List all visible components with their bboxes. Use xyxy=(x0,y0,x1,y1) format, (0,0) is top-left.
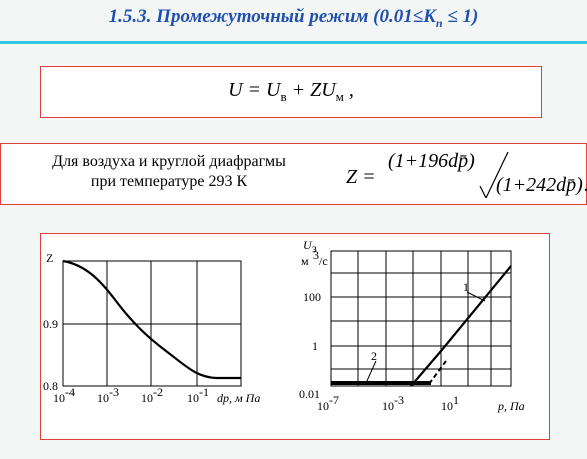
x-tick-exp: -1 xyxy=(199,385,209,399)
curve-label: 2 xyxy=(371,349,377,363)
formula-z-lhs: Z = xyxy=(346,166,376,188)
x-tick-exp: -4 xyxy=(65,385,75,399)
formula-u-sub: в xyxy=(280,89,287,104)
x-tick-exp: -7 xyxy=(329,393,339,407)
x-tick-base: 10 xyxy=(97,391,109,405)
x-tick-base: 10 xyxy=(141,391,153,405)
y-axis-label: U xyxy=(303,238,313,252)
x-tick-base: 10 xyxy=(53,391,65,405)
formula-u-mid: + ZU xyxy=(286,79,336,101)
formula-u-end: , xyxy=(343,79,354,101)
y-axis-label-sub: з xyxy=(312,241,317,255)
x-tick-exp: 1 xyxy=(453,393,459,407)
y-unit-tail: /с xyxy=(319,254,328,268)
title-text: 1.5.3. Промежуточный режим (0.01≤ xyxy=(108,6,424,27)
formula-u-box: U = Uв + ZUм , xyxy=(40,66,542,118)
formula-z-den: (1+242dp̄) xyxy=(496,174,583,196)
x-tick-base: 10 xyxy=(441,399,453,413)
curve-label: 1 xyxy=(463,280,469,294)
y-unit-exp: 3 xyxy=(313,248,319,262)
y-tick-label: 1 xyxy=(312,339,318,353)
x-tick-exp: -2 xyxy=(153,385,163,399)
title-k-sub: п xyxy=(435,15,443,30)
x-tick-base: 10 xyxy=(187,391,199,405)
x-tick-base: 10 xyxy=(317,399,329,413)
x-axis-label: p, Па xyxy=(497,399,525,413)
title-tail: ≤ 1) xyxy=(442,6,479,27)
formula-z-end: . xyxy=(584,174,587,197)
y-unit: м xyxy=(301,254,309,268)
x-tick-exp: -3 xyxy=(394,393,404,407)
y-tick-label: 0.8 xyxy=(43,379,58,393)
fraction-slash xyxy=(479,151,509,199)
formula-u-sub: м xyxy=(335,89,344,104)
y-tick-label: 0.01 xyxy=(299,387,320,401)
y-tick-label: 0.9 xyxy=(43,317,58,331)
formula-z-num: (1+196dp̄) xyxy=(388,150,475,172)
formula-z-box: Для воздуха и круглой диафрагмы при темп… xyxy=(0,143,587,205)
title: 1.5.3. Промежуточный режим (0.01≤Kп ≤ 1) xyxy=(0,6,587,31)
x-axis-label: dp, м Па xyxy=(217,391,260,405)
conditions: Для воздуха и круглой диафрагмы при темп… xyxy=(29,152,309,192)
condition-line: при температуре 293 К xyxy=(90,173,248,190)
plot-left xyxy=(62,259,242,387)
plot-right xyxy=(330,250,512,387)
x-tick-base: 10 xyxy=(382,399,394,413)
condition-line: Для воздуха и круглой диафрагмы xyxy=(52,153,286,170)
x-tick-exp: -3 xyxy=(109,385,119,399)
formula-z: Z = (1+196dp̄) (1+242dp̄) . xyxy=(346,148,587,202)
formula-u: U = Uв + ZUм , xyxy=(41,79,541,105)
formula-u-lhs: U = U xyxy=(228,79,281,101)
title-k: K xyxy=(423,6,436,27)
y-tick-label: 100 xyxy=(303,290,321,304)
y-axis-label: Z xyxy=(46,251,53,265)
title-rule xyxy=(0,41,587,44)
plots: Z0.90.810 -4 10 -3 10 -2 10 -1 dp, м ПаU зм 3/с100… xyxy=(43,238,525,413)
